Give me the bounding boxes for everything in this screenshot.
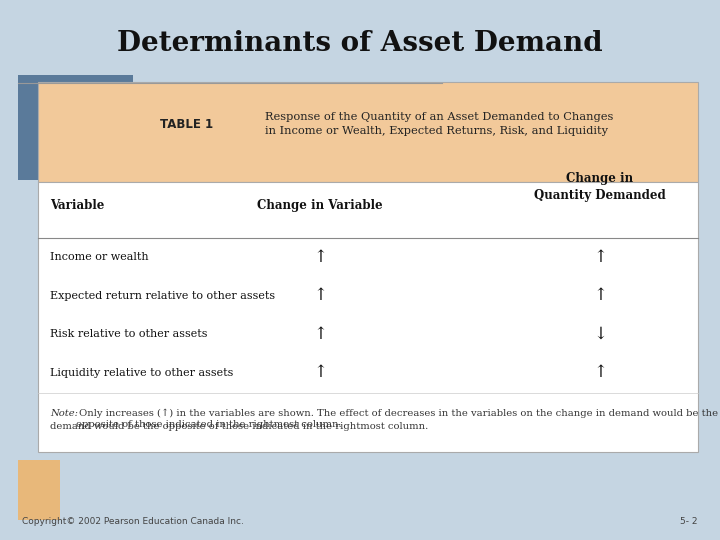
Text: Only increases (↑) in the variables are shown. The effect of decreases in the va: Only increases (↑) in the variables are … xyxy=(76,409,718,429)
Text: ↑: ↑ xyxy=(313,287,327,304)
Bar xyxy=(18,460,60,520)
Text: Liquidity relative to other assets: Liquidity relative to other assets xyxy=(50,368,233,378)
Text: ↑: ↑ xyxy=(313,326,327,343)
Text: Note:: Note: xyxy=(50,409,78,418)
Text: ↑: ↑ xyxy=(313,364,327,381)
Bar xyxy=(38,82,698,182)
Bar xyxy=(18,75,133,180)
Text: ↑: ↑ xyxy=(593,287,607,304)
Text: Risk relative to other assets: Risk relative to other assets xyxy=(50,329,207,339)
Text: TABLE 1: TABLE 1 xyxy=(160,118,213,131)
Text: 5- 2: 5- 2 xyxy=(680,517,698,526)
Text: ↑: ↑ xyxy=(313,249,327,266)
Text: Change in
Quantity Demanded: Change in Quantity Demanded xyxy=(534,172,666,202)
Text: Response of the Quantity of an Asset Demanded to Changes
in Income or Wealth, Ex: Response of the Quantity of an Asset Dem… xyxy=(265,112,613,136)
Text: Copyright© 2002 Pearson Education Canada Inc.: Copyright© 2002 Pearson Education Canada… xyxy=(22,517,244,526)
Text: Expected return relative to other assets: Expected return relative to other assets xyxy=(50,291,275,301)
Text: ↑: ↑ xyxy=(593,364,607,381)
Text: ↑: ↑ xyxy=(593,249,607,266)
Text: Income or wealth: Income or wealth xyxy=(50,252,148,262)
Text: Determinants of Asset Demand: Determinants of Asset Demand xyxy=(117,30,603,57)
Bar xyxy=(38,182,698,452)
Text: demand would be the opposite of those indicated in the rightmost column.: demand would be the opposite of those in… xyxy=(50,422,428,431)
Text: Change in Variable: Change in Variable xyxy=(257,199,383,212)
Text: ↓: ↓ xyxy=(593,326,607,343)
Text: Variable: Variable xyxy=(50,199,104,212)
